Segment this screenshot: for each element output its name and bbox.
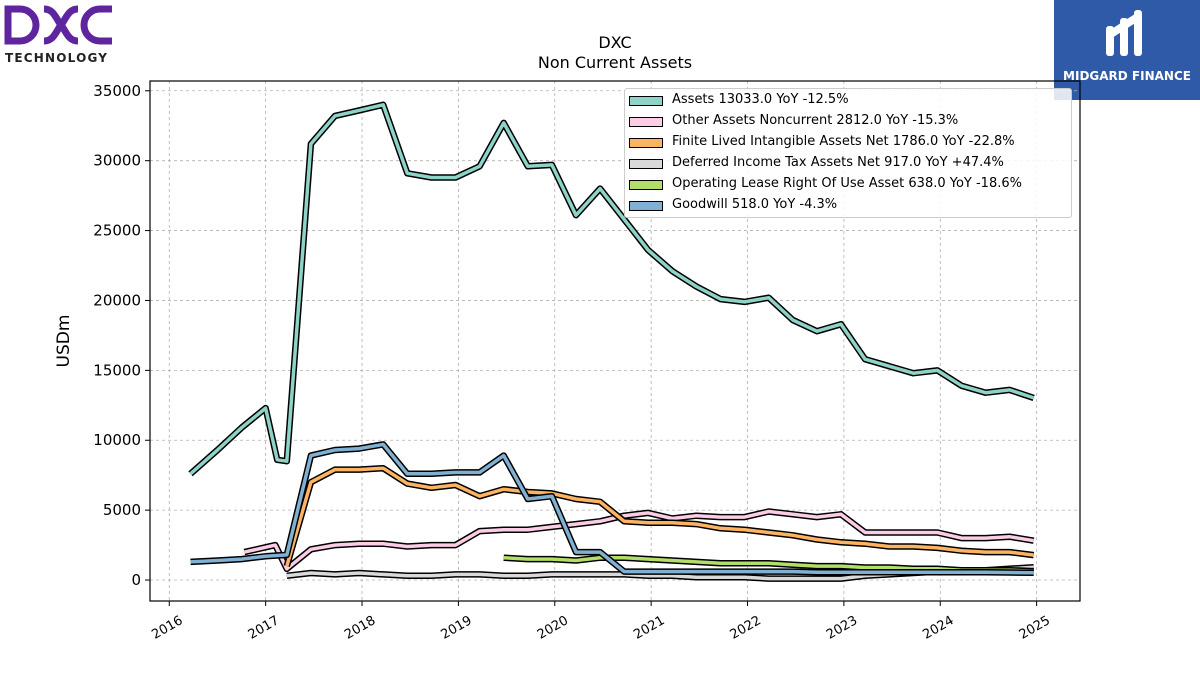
legend-swatch [629,180,663,190]
y-tick-label: 0 [131,571,141,589]
y-tick-label: 10000 [93,431,141,449]
legend-label: Finite Lived Intangible Assets Net 1786.… [672,134,1015,149]
x-tick-label: 2020 [535,613,571,643]
dxc-logo: TECHNOLOGY [4,5,112,65]
x-tick-label: 2022 [728,613,764,643]
series-line [244,509,1034,571]
legend-swatch [629,201,663,211]
series-layer [188,101,1035,582]
x-tick-label: 2016 [149,613,185,643]
series-assets [188,101,1035,477]
chart-subtitle: Non Current Assets [537,53,693,72]
y-tick-label: 25000 [93,222,141,240]
series-line [189,103,1035,476]
dxc-logo-mark [4,5,112,45]
legend-item-assets: Assets 13033.0 YoY -12.5% [625,91,1073,111]
legend-item-finite-lived-intangible-assets: Finite Lived Intangible Assets Net 1786.… [625,133,1073,153]
x-tick-label: 2025 [1017,613,1053,643]
legend-label: Deferred Income Tax Assets Net 917.0 YoY… [672,155,1004,170]
legend-swatch [629,138,663,148]
y-tick-label: 15000 [93,361,141,379]
y-tick-label: 35000 [93,82,141,100]
midgard-logo-mark [1106,10,1142,56]
legend-item-other-assets-noncurrent: Other Assets Noncurrent 2812.0 YoY -15.3… [625,112,1073,132]
midgard-finance-watermark: MIDGARD FINANCE [1054,0,1200,100]
legend-item-operating-lease-rou-asset: Operating Lease Right Of Use Asset 638.0… [625,175,1073,195]
series-finite-lived-intangible-assets [283,464,1035,567]
dxc-logo-tagline: TECHNOLOGY [5,51,108,65]
y-axis-label: USDm [54,315,74,368]
x-tick-label: 2021 [631,613,667,643]
plot-frame [149,80,1081,602]
legend-item-deferred-income-tax-assets: Deferred Income Tax Assets Net 917.0 YoY… [625,154,1073,174]
legend-label: Operating Lease Right Of Use Asset 638.0… [672,176,1022,191]
midgard-finance-name: MIDGARD FINANCE [1063,69,1191,83]
legend-swatch [629,159,663,169]
series-goodwill [190,441,1034,577]
legend-label: Assets 13033.0 YoY -12.5% [672,92,849,107]
legend-label: Goodwill 518.0 YoY -4.3% [672,197,838,212]
legend-item-goodwill: Goodwill 518.0 YoY -4.3% [625,196,1073,216]
chart-legend: Assets 13033.0 YoY -12.5% Other Assets No… [624,88,1072,218]
y-tick-label: 20000 [93,291,141,309]
x-tick-label: 2023 [824,613,860,643]
y-tick-label: 5000 [103,501,141,519]
x-tick-label: 2024 [920,613,956,643]
legend-swatch [629,96,663,106]
y-tick-label: 30000 [93,152,141,170]
legend-swatch [629,117,663,127]
x-tick-label: 2018 [342,613,378,643]
legend-label: Other Assets Noncurrent 2812.0 YoY -15.3… [672,113,959,128]
series-line [285,466,1034,567]
chart-title: DXC [598,33,632,52]
x-tick-label: 2017 [246,613,282,643]
x-tick-label: 2019 [439,613,475,643]
series-other-assets-noncurrent [243,508,1035,573]
series-line [190,442,1034,575]
